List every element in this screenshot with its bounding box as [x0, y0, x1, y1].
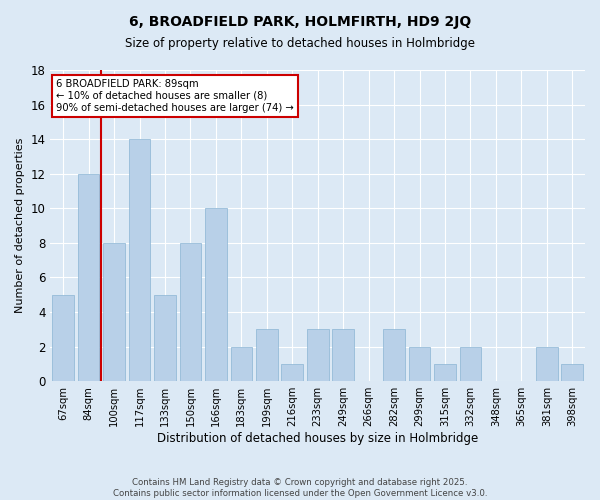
- Bar: [128, 139, 151, 381]
- Y-axis label: Number of detached properties: Number of detached properties: [15, 138, 25, 314]
- Text: 6 BROADFIELD PARK: 89sqm
← 10% of detached houses are smaller (8)
90% of semi-de: 6 BROADFIELD PARK: 89sqm ← 10% of detach…: [56, 80, 293, 112]
- Bar: [562, 364, 583, 381]
- Bar: [332, 330, 354, 381]
- Text: Contains HM Land Registry data © Crown copyright and database right 2025.
Contai: Contains HM Land Registry data © Crown c…: [113, 478, 487, 498]
- Bar: [409, 346, 430, 381]
- Bar: [536, 346, 557, 381]
- Bar: [205, 208, 227, 381]
- Bar: [103, 243, 125, 381]
- Bar: [281, 364, 303, 381]
- Bar: [460, 346, 481, 381]
- Text: Size of property relative to detached houses in Holmbridge: Size of property relative to detached ho…: [125, 38, 475, 51]
- Text: 6, BROADFIELD PARK, HOLMFIRTH, HD9 2JQ: 6, BROADFIELD PARK, HOLMFIRTH, HD9 2JQ: [129, 15, 471, 29]
- Bar: [307, 330, 329, 381]
- Bar: [52, 295, 74, 381]
- Bar: [179, 243, 201, 381]
- Bar: [78, 174, 100, 381]
- Bar: [154, 295, 176, 381]
- Bar: [256, 330, 278, 381]
- Bar: [434, 364, 456, 381]
- X-axis label: Distribution of detached houses by size in Holmbridge: Distribution of detached houses by size …: [157, 432, 478, 445]
- Bar: [230, 346, 252, 381]
- Bar: [383, 330, 405, 381]
